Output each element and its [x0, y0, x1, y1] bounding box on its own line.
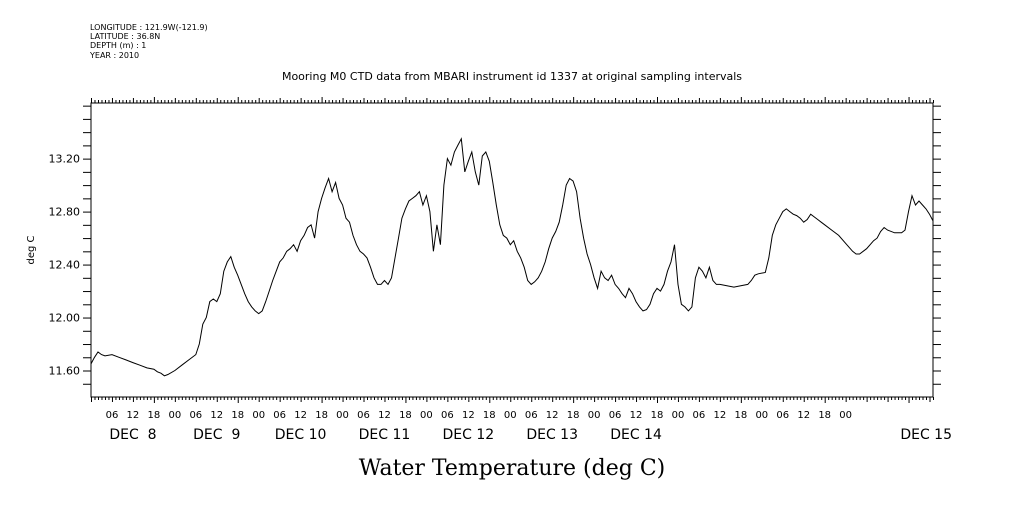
x-hour-label: 12 [797, 410, 810, 421]
series-line [90, 137, 934, 377]
x-hour-label: 00 [672, 410, 685, 421]
x-day-label: DEC 13 [526, 427, 578, 443]
axis-ticks [83, 97, 941, 403]
x-day-label: DEC 14 [610, 427, 662, 443]
x-hour-label: 18 [148, 410, 161, 421]
x-hour-label: 06 [776, 410, 789, 421]
x-hour-label: 00 [252, 410, 265, 421]
x-hour-label: 00 [168, 410, 181, 421]
x-hour-label: 06 [357, 410, 370, 421]
x-hour-label: 12 [210, 410, 223, 421]
y-tick-label: 12.80 [49, 206, 81, 219]
x-day-label: DEC 15 [900, 427, 952, 443]
x-hour-label: 12 [462, 410, 475, 421]
x-hour-label: 00 [504, 410, 517, 421]
x-hour-label: 12 [378, 410, 391, 421]
x-day-label: DEC 10 [275, 427, 327, 443]
y-tick-labels: 11.60 12.00 12.40 12.80 13.20 [49, 153, 81, 378]
x-hour-label: 18 [231, 410, 244, 421]
header-info-line: LATITUDE : 36.8N [90, 32, 160, 41]
y-tick-label: 12.40 [49, 259, 81, 272]
y-tick-label: 13.20 [49, 153, 81, 166]
header-info-line: YEAR : 2010 [89, 51, 139, 60]
x-day-label: DEC 11 [359, 427, 411, 443]
x-hour-label: 06 [273, 410, 286, 421]
x-hour-label: 00 [420, 410, 433, 421]
x-day-label: DEC 8 [109, 427, 156, 443]
x-hour-label: 12 [546, 410, 559, 421]
x-hour-label: 06 [106, 410, 119, 421]
x-hour-label: 12 [294, 410, 307, 421]
x-hour-label: 18 [315, 410, 328, 421]
x-tick-labels: 06 12 18 00 06 12 18 00 06 12 18 00 06 12 18 00 06 12 18 00… [106, 410, 952, 443]
x-hour-label: 00 [588, 410, 601, 421]
x-day-label: DEC 12 [442, 427, 494, 443]
header-info-line: LONGITUDE : 121.9W(-121.9) [90, 23, 208, 32]
y-axis-label: deg C [26, 235, 37, 264]
bottom-title: Water Temperature (deg C) [359, 456, 666, 481]
x-hour-label: 00 [336, 410, 349, 421]
x-hour-label: 18 [734, 410, 747, 421]
y-tick-label: 12.00 [49, 312, 81, 325]
chart-title: Mooring M0 CTD data from MBARI instrumen… [282, 70, 742, 83]
x-hour-label: 12 [630, 410, 643, 421]
header-info: LONGITUDE : 121.9W(-121.9) LATITUDE : 36… [89, 23, 208, 60]
x-hour-label: 18 [399, 410, 412, 421]
x-hour-label: 12 [714, 410, 727, 421]
header-info-line: DEPTH (m) : 1 [90, 41, 146, 50]
x-hour-label: 18 [651, 410, 664, 421]
y-tick-label: 11.60 [49, 365, 81, 378]
x-hour-label: 18 [567, 410, 580, 421]
x-hour-label: 00 [755, 410, 768, 421]
x-hour-label: 06 [609, 410, 622, 421]
x-hour-label: 06 [441, 410, 454, 421]
x-hour-label: 00 [839, 410, 852, 421]
x-hour-label: 06 [189, 410, 202, 421]
x-hour-label: 18 [483, 410, 496, 421]
x-day-label: DEC 9 [193, 427, 240, 443]
x-hour-label: 06 [525, 410, 538, 421]
plot-frame [90, 102, 934, 398]
x-hour-label: 06 [693, 410, 706, 421]
x-hour-label: 18 [818, 410, 831, 421]
x-hour-label: 12 [127, 410, 140, 421]
